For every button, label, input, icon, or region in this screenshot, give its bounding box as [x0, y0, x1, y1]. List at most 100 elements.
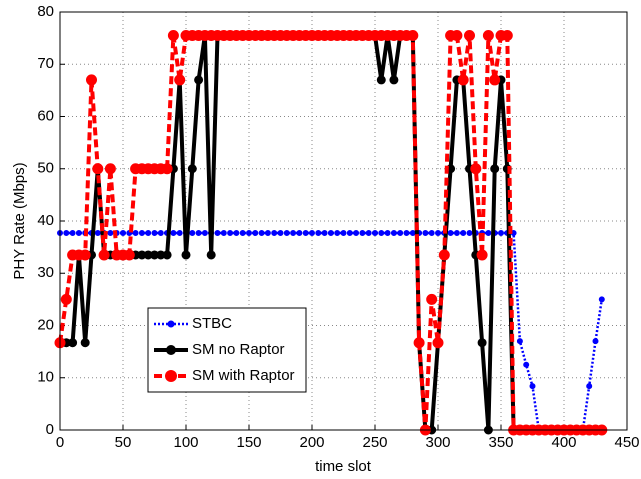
data-point [68, 338, 78, 348]
x-tick-label: 0 [56, 434, 64, 451]
data-point [138, 230, 145, 237]
data-point [151, 230, 158, 237]
data-point [201, 230, 208, 237]
data-point [426, 293, 438, 305]
data-point [220, 230, 227, 237]
data-point [485, 230, 492, 237]
data-point [176, 230, 183, 237]
data-point [321, 230, 328, 237]
data-point [181, 250, 191, 260]
y-tick-label: 30 [37, 264, 54, 281]
data-point [476, 249, 488, 261]
data-point [327, 230, 334, 237]
data-point [453, 230, 460, 237]
y-tick-label: 50 [37, 160, 54, 177]
data-point [447, 230, 454, 237]
data-point [283, 230, 290, 237]
data-point [384, 230, 391, 237]
data-point [227, 230, 234, 237]
data-point [60, 293, 72, 305]
data-point [277, 230, 284, 237]
data-point [438, 249, 450, 261]
data-point [432, 337, 444, 349]
data-point [246, 230, 252, 237]
data-point [123, 249, 135, 261]
x-tick-label: 100 [173, 434, 198, 451]
data-point [422, 230, 429, 237]
data-point [470, 163, 482, 175]
y-tick-label: 0 [46, 421, 54, 438]
data-point [489, 74, 501, 86]
y-tick-label: 20 [37, 316, 54, 333]
data-point [271, 230, 278, 237]
data-point [390, 230, 397, 237]
data-point [460, 230, 467, 237]
data-point [92, 163, 104, 175]
data-point [206, 250, 216, 260]
data-point [359, 230, 366, 237]
data-point [104, 163, 116, 175]
data-point [80, 338, 90, 348]
data-point [290, 230, 297, 237]
data-point [477, 338, 487, 348]
y-axis-label: PHY Rate (Mbps) [11, 162, 28, 279]
data-point [407, 30, 419, 42]
x-tick-label: 200 [299, 434, 324, 451]
x-tick-label: 150 [236, 434, 261, 451]
data-point [69, 230, 76, 237]
labels: 0 50 100 150 200 250 300 350 400 450 0 10 20 30 40 50 60… [37, 3, 639, 451]
data-point [94, 230, 101, 237]
data-point [516, 338, 523, 345]
data-point [389, 75, 399, 85]
data-point [451, 30, 463, 42]
axes-frame [59, 11, 628, 431]
data-point [63, 230, 70, 237]
data-point [309, 230, 315, 237]
data-point [252, 230, 259, 237]
data-point [296, 230, 303, 237]
data-point [167, 30, 179, 42]
data-point [174, 74, 186, 86]
data-point [428, 230, 435, 237]
data-point [346, 230, 353, 237]
data-point [482, 30, 494, 42]
data-point [586, 383, 593, 390]
x-tick-label: 250 [362, 434, 387, 451]
data-point [353, 230, 360, 237]
data-point [132, 230, 139, 237]
data-point [195, 230, 202, 237]
data-point [457, 74, 469, 86]
data-point [490, 164, 500, 174]
legend-marker [166, 345, 176, 355]
data-point [194, 75, 204, 85]
legend-marker [165, 370, 177, 382]
data-point [365, 230, 372, 237]
x-tick-label: 400 [551, 434, 576, 451]
data-point [107, 230, 114, 237]
y-tick-label: 80 [37, 3, 54, 20]
data-point [372, 230, 378, 237]
plot-area [60, 12, 627, 430]
x-tick-label: 350 [488, 434, 513, 451]
data-point [161, 163, 173, 175]
data-point [498, 230, 504, 237]
data-point [413, 337, 425, 349]
y-tick-label: 60 [37, 107, 54, 124]
data-point [75, 230, 82, 237]
data-point [258, 230, 265, 237]
data-point [378, 230, 385, 237]
data-point [334, 230, 341, 237]
data-point [523, 361, 530, 368]
x-axis-label: time slot [315, 458, 372, 475]
data-point [170, 230, 177, 237]
data-point [376, 75, 386, 85]
marks [54, 30, 608, 436]
data-point [79, 249, 91, 261]
data-point [592, 338, 599, 345]
data-point [315, 230, 322, 237]
data-point [529, 383, 536, 390]
data-point [466, 230, 473, 237]
x-tick-label: 50 [115, 434, 132, 451]
data-point [120, 230, 126, 237]
